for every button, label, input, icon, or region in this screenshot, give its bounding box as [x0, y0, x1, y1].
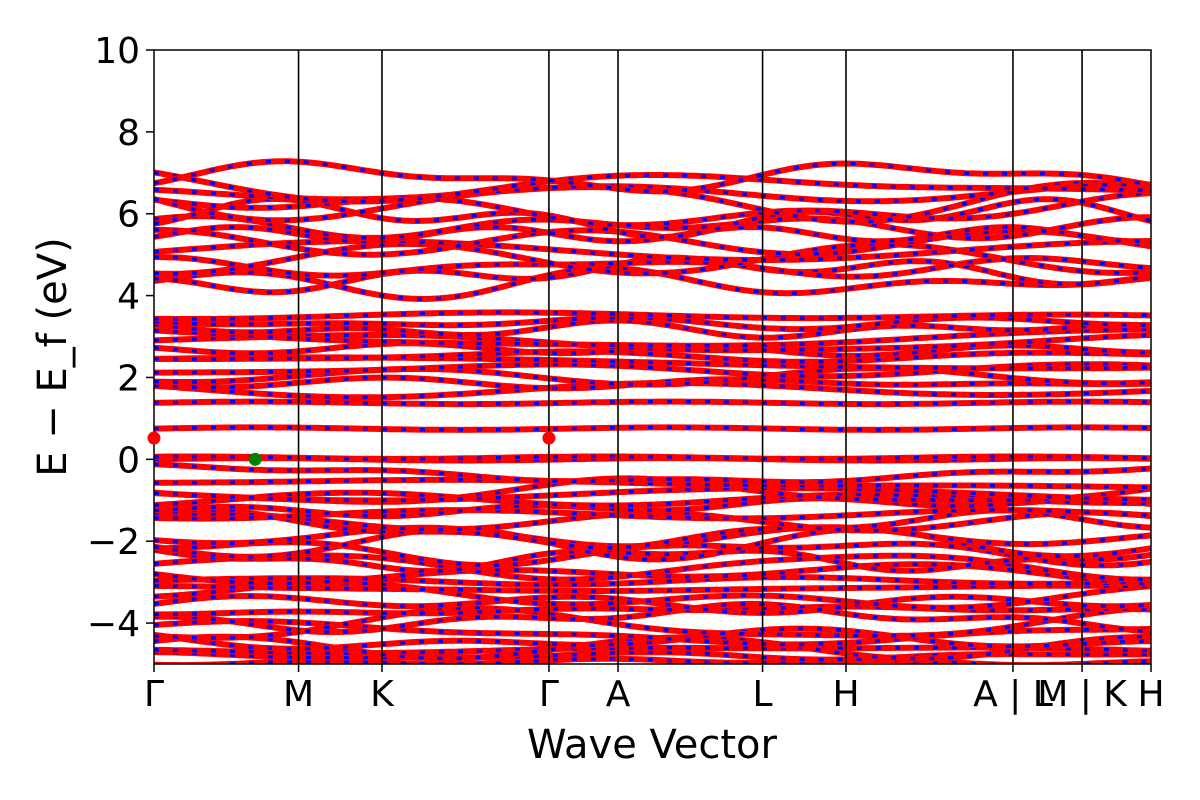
x-tick-label-3: Γ	[539, 674, 559, 715]
y-axis-ticks: −4 −2 0 2 4 6 8 10	[87, 31, 154, 645]
x-tick-label-0: Γ	[144, 674, 164, 715]
x-tick-label-7: A | L	[973, 674, 1053, 715]
band-line-down-38	[154, 315, 1151, 331]
band-line-down-17	[154, 527, 1151, 562]
band-line-down-43	[154, 242, 1151, 276]
y-axis-title: E − E_f (eV)	[30, 237, 76, 476]
band-line-down-50	[154, 181, 1151, 224]
x-tick-label-4: A	[606, 674, 631, 715]
band-line-down-33	[154, 349, 1151, 364]
band-line-up-47	[154, 213, 1151, 242]
band-line-down-26	[154, 478, 1151, 490]
x-tick-label-8: M | K	[1037, 674, 1128, 715]
cbm-marker-2	[542, 431, 556, 445]
band-line-down-41	[154, 255, 1151, 294]
band-line-down-46	[154, 225, 1151, 244]
band-line-up-49	[154, 190, 1151, 229]
band-line-down-25	[154, 486, 1151, 503]
band-line-down-12	[154, 575, 1151, 587]
band-line-down-53	[154, 159, 1151, 194]
high-symmetry-lines	[297, 50, 1083, 664]
band-line-down-32	[154, 355, 1151, 371]
band-line-down-8	[154, 604, 1151, 617]
y-tick-label-5: 6	[117, 195, 140, 236]
y-tick-label-0: −4	[87, 604, 140, 645]
x-tick-label-2: K	[370, 674, 395, 715]
band-line-down-56	[154, 425, 1151, 432]
y-tick-label-4: 4	[117, 277, 140, 318]
band-line-down-21	[154, 508, 1151, 521]
y-tick-label-3: 2	[117, 358, 140, 399]
x-tick-label-9: H	[1137, 674, 1164, 715]
band-line-up-44	[154, 238, 1151, 263]
y-tick-label-1: −2	[87, 522, 140, 563]
band-line-up-7	[154, 600, 1151, 636]
y-tick-label-6: 8	[117, 113, 140, 154]
band-line-down-11	[154, 583, 1151, 593]
band-line-up-4	[154, 625, 1151, 652]
x-axis-title: Wave Vector	[527, 722, 778, 768]
x-tick-label-5: L	[753, 674, 773, 715]
band-line-up-52	[154, 169, 1151, 205]
plot-frame	[153, 49, 1152, 665]
x-tick-label-1: M	[283, 674, 314, 715]
band-line-down-55	[154, 454, 1151, 461]
band-line-down-0	[154, 657, 1151, 664]
band-line-down-2	[154, 645, 1151, 655]
band-line-down-1	[154, 650, 1151, 662]
band-line-up-6	[154, 605, 1151, 641]
band-line-down-40	[154, 266, 1151, 301]
y-tick-label-2: 0	[117, 440, 140, 481]
x-tick-label-6: H	[832, 674, 859, 715]
band-line-down-57	[154, 399, 1151, 406]
band-line-down-39	[154, 310, 1151, 321]
band-line-up-22	[154, 495, 1151, 520]
vbm-marker-0	[248, 452, 262, 466]
band-line-up-37	[154, 317, 1151, 341]
band-line-down-45	[154, 228, 1151, 257]
band-line-down-31	[154, 362, 1151, 378]
band-line-up-27	[154, 461, 1151, 486]
band-line-up-15	[154, 547, 1151, 575]
band-line-down-35	[154, 333, 1151, 352]
bands-layer	[154, 158, 1151, 664]
band-line-down-36	[154, 327, 1151, 348]
band-edge-markers	[147, 431, 556, 466]
y-tick-label-7: 10	[94, 31, 140, 72]
cbm-marker-1	[147, 431, 161, 445]
band-line-up-42	[154, 254, 1151, 280]
